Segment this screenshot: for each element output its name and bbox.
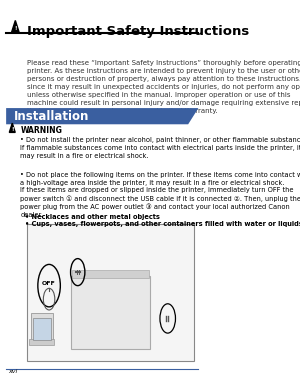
Text: Please read these “Important Safety Instructions” thoroughly before operating th: Please read these “Important Safety Inst… <box>27 60 300 114</box>
Text: !: ! <box>11 127 14 132</box>
Text: Important Safety Instructions: Important Safety Instructions <box>27 25 249 38</box>
Text: • Necklaces and other metal objects: • Necklaces and other metal objects <box>25 214 159 220</box>
Text: • Cups, vases, flowerpots, and other containers filled with water or liquids: • Cups, vases, flowerpots, and other con… <box>25 221 300 227</box>
Polygon shape <box>12 20 19 32</box>
Text: xvi: xvi <box>8 369 17 374</box>
Text: WARNING: WARNING <box>20 126 62 135</box>
FancyBboxPatch shape <box>27 224 194 361</box>
Text: • Do not install the printer near alcohol, paint thinner, or other flammable sub: • Do not install the printer near alcoho… <box>20 137 300 159</box>
Polygon shape <box>9 123 15 132</box>
Text: !: ! <box>14 27 16 31</box>
FancyBboxPatch shape <box>31 313 53 343</box>
Polygon shape <box>72 270 149 278</box>
FancyBboxPatch shape <box>29 339 54 345</box>
FancyBboxPatch shape <box>70 276 150 349</box>
Polygon shape <box>6 108 198 124</box>
FancyBboxPatch shape <box>33 318 51 340</box>
Text: OFF: OFF <box>42 281 56 286</box>
Text: Installation: Installation <box>14 110 90 123</box>
Text: • Do not place the following items on the printer. If these items come into cont: • Do not place the following items on th… <box>20 172 300 218</box>
